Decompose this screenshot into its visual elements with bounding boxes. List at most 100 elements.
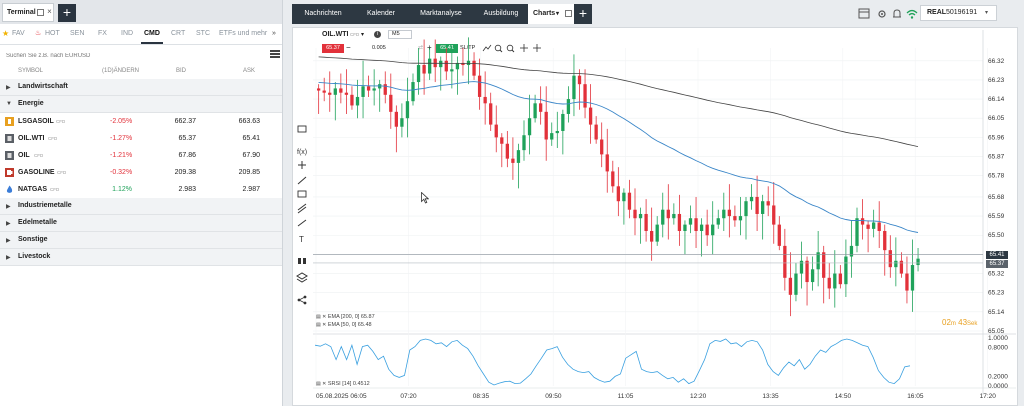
swap-icon[interactable]: ⇄ bbox=[418, 45, 424, 51]
crosshair-tool-icon[interactable] bbox=[298, 161, 306, 169]
eye-icon[interactable]: ▤ ✕ bbox=[316, 381, 327, 387]
tab-ind[interactable]: IND bbox=[121, 30, 134, 37]
settings-icon[interactable] bbox=[878, 10, 886, 18]
tab-marktanalyse[interactable]: Marktanalyse bbox=[408, 4, 474, 24]
countdown-m: m bbox=[950, 321, 956, 327]
chevron-down-icon[interactable]: ▾ bbox=[361, 32, 365, 38]
group-industriemetalle[interactable]: ▶ Industriemetalle bbox=[0, 198, 282, 215]
volume-minus-button[interactable]: − bbox=[346, 43, 351, 52]
tab-fx[interactable]: FX bbox=[98, 30, 107, 37]
function-icon[interactable]: f(x) bbox=[297, 149, 307, 156]
timeframe-select[interactable]: M5 bbox=[388, 30, 412, 39]
candle-body bbox=[816, 252, 820, 270]
volume-plus-button[interactable]: + bbox=[427, 43, 432, 52]
account-selector[interactable]: REAL 50196191 ▾ bbox=[920, 5, 997, 21]
group-sonstige[interactable]: ▶ Sonstige bbox=[0, 232, 282, 249]
close-icon[interactable]: × bbox=[47, 7, 52, 16]
group-landwirtschaft[interactable]: ▶ Landwirtschaft bbox=[0, 79, 282, 96]
col-ask[interactable]: ASK bbox=[243, 68, 256, 74]
restore-icon[interactable] bbox=[37, 9, 44, 16]
table-row[interactable]: OIL.WTI CFD -1.27% 65.37 65.41 bbox=[0, 130, 282, 148]
eye-icon[interactable]: ▤ ✕ bbox=[316, 322, 327, 328]
y-tick-label: 66.05 bbox=[988, 115, 1005, 122]
x-tick-label: 09:50 bbox=[545, 393, 562, 400]
tab-hot[interactable]: HOT bbox=[45, 30, 60, 37]
text-tool-icon[interactable]: T bbox=[299, 235, 304, 244]
terminal-tab[interactable]: Terminal × bbox=[2, 3, 54, 22]
candle-body bbox=[638, 213, 643, 219]
col-bid[interactable]: BID bbox=[176, 68, 187, 74]
candle-body bbox=[428, 58, 432, 74]
add-panel-button[interactable]: + bbox=[58, 4, 76, 22]
group-label: Sonstige bbox=[18, 236, 48, 243]
bell-icon[interactable] bbox=[893, 9, 901, 18]
x-tick-label: 07:20 bbox=[400, 393, 417, 400]
group-energie[interactable]: ▼ Energie bbox=[0, 96, 282, 113]
restore-icon[interactable] bbox=[565, 10, 572, 17]
candle-body bbox=[328, 92, 332, 95]
buy-button[interactable]: 65.41 bbox=[436, 44, 458, 53]
tab-ausbildung[interactable]: Ausbildung bbox=[474, 4, 528, 24]
more-tabs-button[interactable]: » bbox=[272, 30, 276, 37]
grid-view-icon[interactable] bbox=[270, 50, 280, 58]
rectangle-icon[interactable] bbox=[297, 190, 307, 198]
share-icon[interactable] bbox=[297, 295, 307, 305]
zoom-in-icon[interactable] bbox=[494, 44, 503, 53]
tab-stc[interactable]: STC bbox=[196, 30, 210, 37]
barrel-icon bbox=[5, 134, 14, 143]
tab-kalender[interactable]: Kalender bbox=[354, 4, 408, 24]
channel-icon[interactable] bbox=[297, 203, 307, 214]
group-label: Energie bbox=[18, 100, 44, 107]
flame-icon[interactable]: ♨ bbox=[35, 30, 42, 37]
sltp-button[interactable]: SL/TP bbox=[460, 45, 476, 51]
group-edelmetalle[interactable]: ▶ Edelmetalle bbox=[0, 215, 282, 232]
crosshair-icon[interactable] bbox=[520, 44, 528, 52]
tab-nachrichten[interactable]: Nachrichten bbox=[292, 4, 354, 24]
tab-cmd[interactable]: CMD bbox=[141, 30, 163, 44]
x-tick-label: 13:35 bbox=[762, 393, 779, 400]
y-tick-label: 65.87 bbox=[988, 154, 1005, 161]
tab-etfs[interactable]: ETFs und mehr bbox=[219, 30, 268, 37]
col-change[interactable]: (1D)ÄNDERN bbox=[102, 68, 140, 74]
magnet-icon[interactable] bbox=[298, 258, 306, 264]
search-input[interactable] bbox=[4, 48, 260, 63]
candle-body bbox=[722, 209, 726, 219]
eye-icon[interactable]: ▤ ✕ bbox=[316, 314, 327, 320]
candle-body bbox=[633, 209, 637, 219]
candle-body bbox=[661, 209, 665, 225]
add-tab-button[interactable]: + bbox=[574, 4, 592, 24]
candle-body bbox=[910, 265, 915, 291]
ema200-label[interactable]: ▤ ✕ EMA [200, 0] 65.87 bbox=[316, 314, 375, 320]
candle-body bbox=[527, 118, 532, 136]
fibonacci-icon[interactable] bbox=[297, 219, 307, 227]
tab-crt[interactable]: CRT bbox=[171, 30, 186, 37]
countdown-seconds: 43 bbox=[958, 318, 968, 327]
candle-body bbox=[555, 130, 559, 134]
info-icon[interactable]: i bbox=[374, 31, 381, 38]
zoom-out-icon[interactable] bbox=[506, 44, 515, 53]
candle-body bbox=[494, 124, 498, 138]
ema50-label[interactable]: ▤ ✕ EMA [50, 0] 65.48 bbox=[316, 322, 372, 328]
chart-symbol[interactable]: OIL.WTI bbox=[322, 31, 349, 38]
star-icon[interactable]: ★ bbox=[2, 29, 10, 38]
indicator-panel-icon[interactable] bbox=[297, 125, 307, 133]
move-icon[interactable] bbox=[533, 44, 541, 52]
group-livestock[interactable]: ▶ Livestock bbox=[0, 249, 282, 266]
wifi-icon bbox=[906, 9, 918, 19]
countdown-s: Sek bbox=[967, 321, 978, 327]
collapse-icon: ▼ bbox=[6, 101, 12, 107]
volume-input[interactable]: 0.005 bbox=[372, 45, 386, 51]
srsi-label[interactable]: ▤ ✕ SRSI [14] 0.4512 bbox=[316, 381, 370, 387]
layout-icon[interactable] bbox=[858, 8, 870, 19]
layers-icon[interactable] bbox=[296, 272, 308, 283]
candle-body bbox=[783, 245, 787, 278]
line-chart-icon[interactable] bbox=[482, 44, 492, 52]
sell-button[interactable]: 65.37 bbox=[322, 44, 344, 53]
col-symbol[interactable]: SYMBOL bbox=[18, 68, 44, 74]
candle-body bbox=[572, 75, 576, 100]
tab-sen[interactable]: SEN bbox=[70, 30, 85, 37]
candle-body bbox=[677, 213, 682, 231]
tab-fav[interactable]: FAV bbox=[12, 30, 25, 37]
trendline-icon[interactable] bbox=[297, 176, 307, 185]
